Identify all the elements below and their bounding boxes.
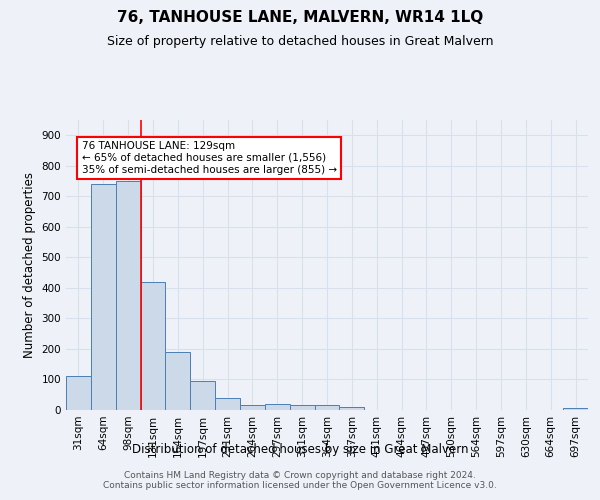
Text: 76 TANHOUSE LANE: 129sqm
← 65% of detached houses are smaller (1,556)
35% of sem: 76 TANHOUSE LANE: 129sqm ← 65% of detach… xyxy=(82,142,337,174)
Bar xyxy=(215,398,240,410)
Text: Contains HM Land Registry data © Crown copyright and database right 2024.
Contai: Contains HM Land Registry data © Crown c… xyxy=(103,470,497,490)
Bar xyxy=(314,406,340,410)
Text: Size of property relative to detached houses in Great Malvern: Size of property relative to detached ho… xyxy=(107,35,493,48)
Bar xyxy=(563,408,588,410)
Bar xyxy=(340,407,364,410)
Bar xyxy=(166,352,190,410)
Bar xyxy=(190,381,215,410)
Y-axis label: Number of detached properties: Number of detached properties xyxy=(23,172,36,358)
Bar xyxy=(265,404,290,410)
Bar xyxy=(116,181,140,410)
Bar xyxy=(91,184,116,410)
Bar xyxy=(66,376,91,410)
Text: Distribution of detached houses by size in Great Malvern: Distribution of detached houses by size … xyxy=(132,442,468,456)
Bar xyxy=(290,406,314,410)
Bar xyxy=(140,282,166,410)
Bar xyxy=(240,404,265,410)
Text: 76, TANHOUSE LANE, MALVERN, WR14 1LQ: 76, TANHOUSE LANE, MALVERN, WR14 1LQ xyxy=(117,10,483,25)
